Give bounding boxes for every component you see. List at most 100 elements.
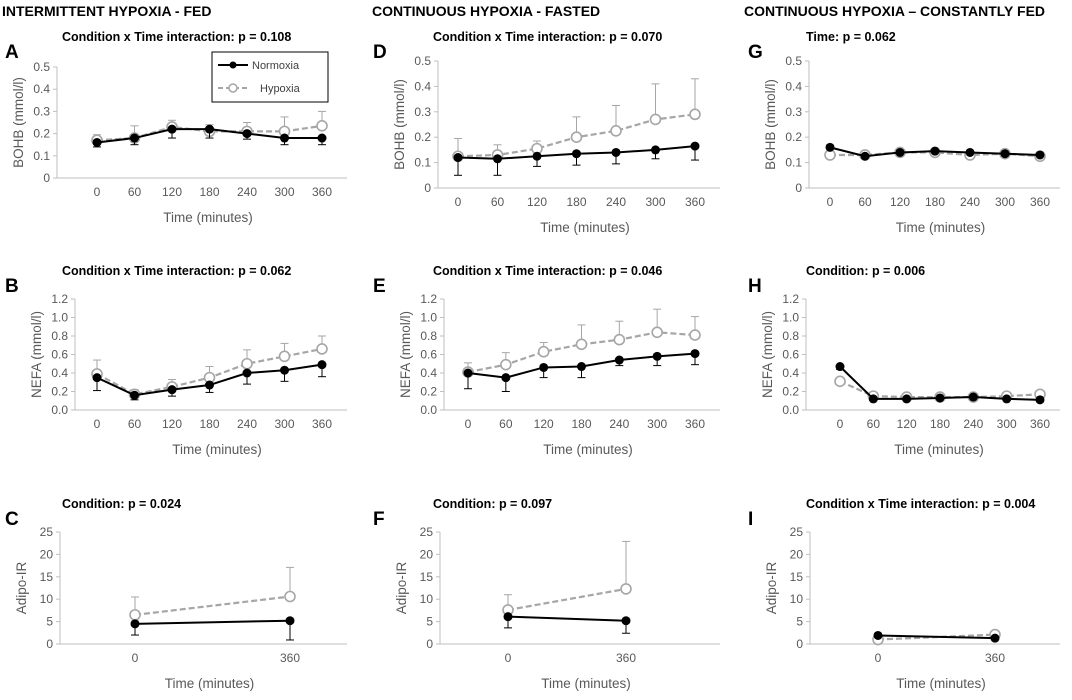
y-tick-label-g: 0.1 (785, 156, 802, 170)
y-tick-label-i: 25 (790, 525, 804, 539)
series-line-normoxia-f (507, 615, 627, 622)
panel-letter-f: F (373, 509, 385, 530)
y-tick-label-g: 0.4 (785, 79, 802, 93)
x-tick-label-h: 300 (997, 417, 1017, 431)
y-tick-label-f: 5 (426, 615, 433, 629)
y-tick-label-c: 25 (40, 525, 54, 539)
x-tick-label-a: 120 (162, 185, 182, 199)
legend: Normoxia Hypoxia (211, 51, 329, 103)
series-line-hypoxia-c (134, 595, 291, 616)
panel-title-g: Time: p = 0.062 (806, 30, 896, 44)
y-tick-label-b: 0.0 (51, 403, 68, 417)
data-point-normoxia-e (463, 368, 473, 378)
data-point-normoxia-h (1035, 395, 1045, 405)
y-tick-label-i: 15 (790, 570, 804, 584)
data-point-normoxia-b (242, 368, 252, 378)
data-point-normoxia-a (205, 124, 214, 134)
y-tick-label-b: 0.4 (51, 366, 68, 380)
data-point-normoxia-d (532, 151, 542, 161)
y-tick-label-e: 0.6 (420, 348, 437, 362)
x-tick-label-h: 120 (897, 417, 917, 431)
x-tick-label-b: 240 (237, 417, 257, 431)
data-point-normoxia-h (868, 394, 878, 404)
x-tick-label-b: 360 (312, 417, 332, 431)
data-point-normoxia-i (873, 630, 883, 640)
data-point-hypoxia-b (241, 357, 253, 370)
data-point-normoxia-b (280, 365, 289, 375)
y-axis-label-b: NEFA (mmol/l) (29, 311, 44, 398)
data-point-hypoxia-c (129, 609, 141, 621)
x-tick-label-a: 240 (237, 185, 257, 199)
y-axis-label-c: Adipo-IR (14, 561, 29, 614)
legend-normoxia-marker (229, 61, 237, 69)
y-tick-label-d: 0.4 (414, 79, 431, 93)
x-tick-label-d: 0 (455, 195, 462, 209)
x-tick-label-d: 240 (606, 195, 626, 209)
y-tick-label-c: 5 (46, 615, 53, 629)
data-point-normoxia-h (835, 362, 845, 372)
y-tick-label-a: 0.1 (33, 149, 50, 163)
panel-letter-e: E (373, 276, 386, 297)
x-axis-label-h: Time (minutes) (894, 442, 984, 457)
x-tick-label-e: 180 (571, 417, 591, 431)
x-tick-label-h: 180 (930, 417, 950, 431)
panel-b: B Condition x Time interaction: p = 0.062… (5, 264, 347, 457)
x-axis-label-b: Time (minutes) (172, 442, 262, 457)
x-tick-label-h: 0 (837, 417, 844, 431)
panel-letter-h: H (748, 276, 762, 297)
data-point-normoxia-e (652, 351, 662, 361)
data-point-hypoxia-d (689, 108, 701, 121)
data-point-normoxia-c (285, 616, 295, 626)
data-point-normoxia-a (167, 124, 177, 134)
y-tick-label-d: 0.3 (414, 105, 431, 119)
x-tick-label-b: 120 (162, 417, 182, 431)
data-point-normoxia-g (860, 151, 870, 161)
x-tick-label-g: 300 (995, 195, 1015, 209)
y-tick-label-f: 10 (420, 592, 434, 606)
panel-i: I Condition x Time interaction: p = 0.004… (748, 497, 1060, 691)
panel-g: G Time: p = 0.062 0 0.1 0.2 0.3 0.4 0.5 0 60 120 18… (748, 30, 1060, 235)
data-point-hypoxia-e (651, 326, 663, 339)
data-point-normoxia-b (205, 380, 214, 390)
x-tick-label-a: 360 (312, 185, 332, 199)
x-tick-label-e: 0 (465, 417, 472, 431)
y-tick-label-e: 0.4 (420, 366, 437, 380)
y-tick-label-b: 0.8 (51, 329, 68, 343)
y-tick-label-h: 0.6 (782, 348, 799, 362)
data-point-hypoxia-d (649, 113, 662, 126)
x-tick-label-b: 0 (94, 417, 101, 431)
y-tick-label-i: 10 (790, 592, 804, 606)
panel-title-i: Condition x Time interaction: p = 0.004 (806, 497, 1035, 511)
y-tick-label-h: 0.4 (782, 366, 799, 380)
y-tick-label-f: 15 (420, 570, 434, 584)
data-point-hypoxia-c (284, 590, 296, 603)
data-point-hypoxia-a (316, 120, 328, 132)
data-point-normoxia-a (280, 133, 289, 143)
data-point-normoxia-d (572, 149, 581, 159)
y-tick-label-b: 1.0 (51, 311, 68, 325)
y-tick-label-i: 20 (790, 547, 804, 561)
panel-title-c: Condition: p = 0.024 (62, 497, 181, 511)
x-tick-label-d: 300 (645, 195, 665, 209)
y-tick-label-g: 0 (795, 181, 802, 195)
data-point-normoxia-h (935, 393, 945, 403)
data-point-normoxia-b (317, 360, 327, 370)
x-tick-label-h: 60 (867, 417, 881, 431)
data-point-normoxia-e (577, 362, 586, 372)
y-tick-label-b: 0.2 (51, 385, 68, 399)
data-point-normoxia-e (539, 362, 549, 372)
data-point-normoxia-h (1002, 394, 1012, 404)
data-point-normoxia-d (611, 147, 621, 157)
y-tick-label-b: 0.6 (51, 348, 68, 362)
x-tick-label-d: 60 (491, 195, 505, 209)
y-tick-label-h: 0.2 (782, 385, 799, 399)
panel-f: F Condition: p = 0.097 0 5 10 15 20 25 0 360 Time … (373, 497, 720, 691)
x-tick-label-a: 180 (199, 185, 219, 199)
x-axis-label-i: Time (minutes) (896, 676, 986, 691)
data-point-hypoxia-b (278, 350, 291, 363)
x-axis-label-d: Time (minutes) (540, 220, 630, 235)
x-tick-label-b: 180 (199, 417, 219, 431)
x-tick-label-e: 60 (499, 417, 513, 431)
y-tick-label-a: 0.2 (33, 127, 50, 141)
